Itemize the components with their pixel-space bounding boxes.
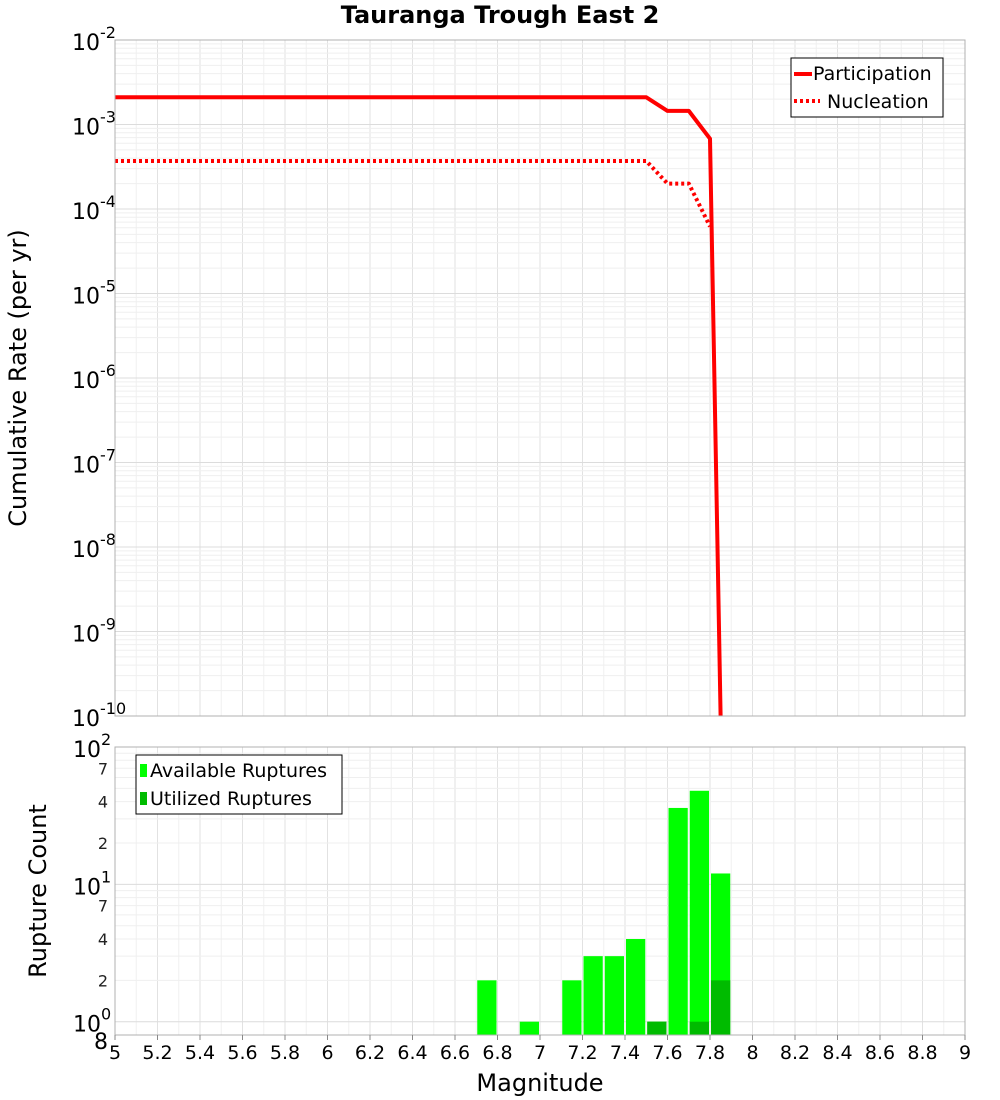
x-tick-label: 7.2 bbox=[567, 1042, 597, 1064]
x-tick-label: 9 bbox=[959, 1042, 971, 1064]
x-tick-label: 8.6 bbox=[865, 1042, 895, 1064]
count-y-minor-tick-label: 4 bbox=[98, 793, 108, 812]
available-rupture-bar bbox=[583, 956, 603, 1035]
x-tick-label: 6.2 bbox=[355, 1042, 385, 1064]
rate-y-tick-label: 10-9 bbox=[72, 615, 116, 648]
count-x-ticks: 5 5.2 5.4 5.6 5.8 6 6.2 6.4 6.6 6.8 7 7.2 7.4 7.6 7.8 8… bbox=[109, 1035, 971, 1064]
count-y-minor-tick-label: 7 bbox=[98, 897, 108, 916]
x-axis-label: Magnitude bbox=[476, 1069, 603, 1097]
available-rupture-bar bbox=[519, 1021, 539, 1035]
x-tick-label: 8 bbox=[746, 1042, 758, 1064]
rate-y-tick-label: 10-6 bbox=[72, 361, 116, 394]
x-tick-label: 5.2 bbox=[142, 1042, 172, 1064]
rate-y-tick-exponent: -5 bbox=[100, 277, 116, 296]
count-y-tick-label: 102 bbox=[73, 730, 111, 763]
rate-y-tick-exponent: -8 bbox=[100, 530, 116, 549]
rate-y-tick-exponent: -9 bbox=[100, 615, 116, 634]
rate-legend: Participation Nucleation bbox=[790, 57, 944, 118]
x-tick-label: 8.8 bbox=[907, 1042, 937, 1064]
rate-y-tick-label: 10-7 bbox=[72, 446, 116, 479]
available-rupture-bar bbox=[668, 807, 688, 1035]
rate-y-tick-label: 10-5 bbox=[72, 277, 116, 310]
available-rupture-bar bbox=[689, 790, 709, 1035]
chart-title: Tauranga Trough East 2 bbox=[341, 1, 660, 29]
available-rupture-bar bbox=[604, 956, 624, 1035]
x-tick-label: 7.4 bbox=[610, 1042, 640, 1064]
count-y-tick-exponent: 0 bbox=[101, 1005, 111, 1024]
count-y-minor-tick-label: 4 bbox=[98, 930, 108, 949]
x-tick-label: 6.8 bbox=[482, 1042, 512, 1064]
nucleation-line bbox=[115, 159, 712, 228]
legend-participation-label: Participation bbox=[813, 63, 932, 85]
x-tick-label: 8.4 bbox=[822, 1042, 852, 1064]
rate-y-tick-label: 10-2 bbox=[72, 23, 116, 56]
rate-y-tick-exponent: -10 bbox=[100, 699, 126, 718]
participation-line bbox=[115, 95, 723, 717]
rate-y-tick-label: 10-4 bbox=[72, 192, 116, 225]
available-rupture-bar bbox=[562, 980, 582, 1035]
legend-nucleation-label: Nucleation bbox=[827, 91, 929, 113]
count-legend-box bbox=[135, 754, 343, 815]
count-y-minor-tick-label: 8 bbox=[94, 1030, 108, 1055]
rate-series bbox=[115, 95, 723, 717]
x-tick-label: 8.2 bbox=[780, 1042, 810, 1064]
rate-plot-frame bbox=[114, 39, 966, 717]
rate-y-tick-label: 10-8 bbox=[72, 530, 116, 563]
available-rupture-bar bbox=[477, 980, 497, 1035]
x-tick-label: 5 bbox=[109, 1042, 121, 1064]
x-tick-label: 5.4 bbox=[185, 1042, 215, 1064]
rate-y-tick-exponent: -3 bbox=[100, 108, 116, 127]
utilized-rupture-bar bbox=[711, 980, 731, 1035]
x-tick-label: 6 bbox=[321, 1042, 333, 1064]
x-tick-label: 7.6 bbox=[652, 1042, 682, 1064]
count-y-axis-label: Rupture Count bbox=[24, 804, 52, 978]
count-y-minor-tick-label: 2 bbox=[98, 834, 108, 853]
rate-y-tick-exponent: -6 bbox=[100, 361, 116, 380]
x-tick-label: 6.4 bbox=[397, 1042, 427, 1064]
legend-utilized-label: Utilized Ruptures bbox=[150, 788, 312, 810]
rate-y-tick-label: 10-3 bbox=[72, 108, 116, 141]
x-tick-label: 6.6 bbox=[440, 1042, 470, 1064]
available-rupture-bar bbox=[626, 939, 646, 1035]
rate-y-tick-exponent: -4 bbox=[100, 192, 116, 211]
x-tick-label: 7 bbox=[534, 1042, 546, 1064]
legend-available-swatch bbox=[140, 764, 147, 777]
count-legend: Available Ruptures Utilized Ruptures bbox=[135, 754, 343, 815]
x-tick-label: 5.8 bbox=[270, 1042, 300, 1064]
rate-grid bbox=[114, 40, 966, 717]
count-y-minor-tick-label: 2 bbox=[98, 971, 108, 990]
utilized-rupture-bar bbox=[647, 1021, 667, 1035]
count-y-tick-label: 101 bbox=[73, 867, 111, 900]
rate-y-tick-exponent: -2 bbox=[100, 23, 116, 42]
count-y-minor-tick-label: 7 bbox=[98, 759, 108, 778]
legend-available-label: Available Ruptures bbox=[150, 760, 327, 782]
rate-y-tick-exponent: -7 bbox=[100, 446, 116, 465]
count-y-tick-exponent: 1 bbox=[101, 867, 111, 886]
count-bars bbox=[477, 790, 731, 1035]
rate-legend-box bbox=[790, 57, 944, 118]
count-y-tick-exponent: 2 bbox=[101, 730, 111, 749]
legend-utilized-swatch bbox=[140, 792, 147, 805]
x-tick-label: 5.6 bbox=[227, 1042, 257, 1064]
x-tick-label: 7.8 bbox=[695, 1042, 725, 1064]
utilized-rupture-bar bbox=[689, 1021, 709, 1035]
rate-y-axis-label: Cumulative Rate (per yr) bbox=[4, 229, 32, 527]
